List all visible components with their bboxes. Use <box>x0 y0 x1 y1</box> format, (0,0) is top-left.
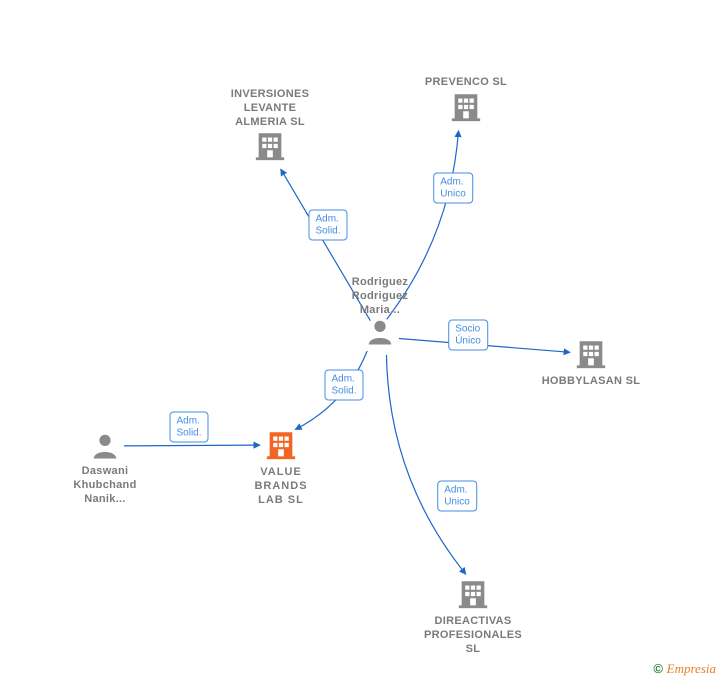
building-icon <box>253 129 287 163</box>
edge-rodriguez-direactivas <box>386 355 465 574</box>
building-icon <box>449 90 483 124</box>
node-label: HOBBYLASAN SL <box>531 375 651 389</box>
node-prevenco[interactable]: PREVENCO SL <box>406 76 526 128</box>
edge-label: Adm. Solid. <box>324 370 363 401</box>
copyright-symbol: © <box>653 661 663 676</box>
diagram-canvas: Rodriguez Rodriguez Maria... Daswani Khu… <box>0 0 728 685</box>
person-icon <box>365 317 395 347</box>
node-inversiones[interactable]: INVERSIONES LEVANTE ALMERIA SL <box>210 88 330 167</box>
edge-label: Adm. Solid. <box>169 412 208 443</box>
node-label: Rodriguez Rodriguez Maria... <box>320 276 440 317</box>
building-icon <box>574 337 608 371</box>
edge-label: Adm. Unico <box>437 481 477 512</box>
edge-label: Socio Único <box>448 320 488 351</box>
node-label: INVERSIONES LEVANTE ALMERIA SL <box>210 88 330 129</box>
node-direactivas[interactable]: DIREACTIVAS PROFESIONALES SL <box>413 577 533 656</box>
node-label: Daswani Khubchand Nanik... <box>45 465 165 506</box>
watermark-brand: Empresia <box>667 661 716 676</box>
node-value[interactable]: VALUE BRANDS LAB SL <box>221 428 341 507</box>
node-rodriguez[interactable]: Rodriguez Rodriguez Maria... <box>320 276 440 351</box>
node-label: VALUE BRANDS LAB SL <box>221 466 341 507</box>
edge-label: Adm. Unico <box>433 173 473 204</box>
node-label: DIREACTIVAS PROFESIONALES SL <box>413 615 533 656</box>
watermark: © Empresia <box>653 661 716 677</box>
node-hobbylasan[interactable]: HOBBYLASAN SL <box>531 337 651 389</box>
node-daswani[interactable]: Daswani Khubchand Nanik... <box>45 431 165 506</box>
person-icon <box>90 431 120 461</box>
building-icon <box>456 577 490 611</box>
edge-label: Adm. Solid. <box>308 210 347 241</box>
building-icon <box>264 428 298 462</box>
node-label: PREVENCO SL <box>406 76 526 90</box>
